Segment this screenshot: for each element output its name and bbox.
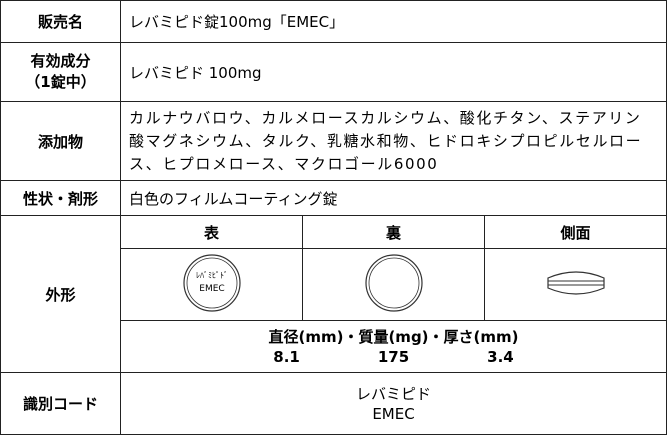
row: 有効成分 （1錠中） レバミピド 100mg [0, 42, 667, 102]
row: 直径(mm)・質量(mg)・厚さ(mm) 8.1 175 3.4 [1, 320, 667, 373]
tablet-edge [368, 257, 419, 308]
imprint: EMEC [199, 284, 224, 294]
tablet-outline [182, 253, 241, 312]
tablet-side [546, 270, 605, 295]
row: ﾚﾊﾞﾐﾋﾟﾄﾞ EMEC [1, 248, 667, 321]
row: 識別コード レバミピド EMEC [0, 372, 667, 435]
tablet-edge [186, 257, 237, 308]
row-label: 販売名 [0, 0, 121, 43]
code-line: レバミピド [355, 384, 431, 403]
view-cell [484, 248, 667, 321]
row-value: 白色のフィルムコーティング錠 [120, 180, 667, 216]
tablet-outline [546, 270, 605, 295]
row: 添加物 カルナウバロウ、カルメロースカルシウム、酸化チタン、ステアリン酸マグネシ… [0, 101, 667, 181]
dimensions-cell: 直径(mm)・質量(mg)・厚さ(mm) 8.1 175 3.4 [120, 320, 667, 373]
dimensions-values: 8.1 175 3.4 [129, 347, 658, 367]
row: 販売名 レバミピド錠100mg「EMEC」 [0, 0, 667, 43]
row-label: 有効成分 （1錠中） [0, 42, 121, 102]
view-cell [302, 248, 485, 321]
row: 性状・剤形 白色のフィルムコーティング錠 [0, 180, 667, 216]
row-label: 性状・剤形 [0, 180, 121, 216]
row-value: レバミピド 100mg [120, 42, 667, 102]
row-label: 外形 [0, 215, 121, 373]
code-line: EMEC [372, 404, 415, 423]
imprint: ﾚﾊﾞﾐﾋﾟﾄﾞ [196, 271, 228, 280]
row-label: 識別コード [0, 372, 121, 435]
dimensions-label: 直径(mm)・質量(mg)・厚さ(mm) [268, 327, 519, 346]
view-header: 裏 [302, 215, 485, 249]
view-cell: ﾚﾊﾞﾐﾋﾟﾄﾞ EMEC [120, 248, 303, 321]
dimension-value: 3.4 [487, 347, 514, 366]
tablet-back [364, 253, 423, 312]
row-label: 添加物 [0, 101, 121, 181]
row-value: レバミピド錠100mg「EMEC」 [120, 0, 667, 43]
view-header: 側面 [484, 215, 667, 249]
dimension-value: 8.1 [273, 347, 300, 366]
tablet-outline [364, 253, 423, 312]
row: 外形 表 裏 側面 [0, 215, 667, 373]
dimension-value: 175 [377, 347, 410, 366]
row-value: カルナウバロウ、カルメロースカルシウム、酸化チタン、ステアリン酸マグネシウム、タ… [120, 101, 667, 181]
view-header: 表 [120, 215, 303, 249]
tablet-front: ﾚﾊﾞﾐﾋﾟﾄﾞ EMEC [182, 253, 241, 312]
row-value: レバミピド EMEC [120, 372, 667, 435]
